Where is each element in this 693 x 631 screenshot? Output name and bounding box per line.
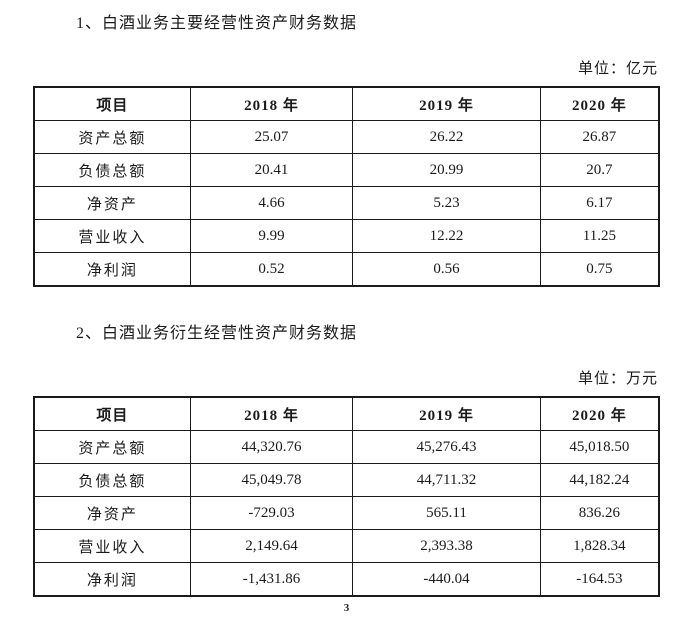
column-header-2020: 2020 年: [539, 396, 660, 431]
row-label: 资产总额: [33, 430, 191, 464]
cell-value: 9.99: [189, 219, 354, 253]
cell-value: -1,431.86: [189, 562, 354, 597]
cell-value: 12.22: [352, 219, 541, 253]
section-heading: 1、白酒业务主要经营性资产财务数据: [76, 15, 358, 32]
column-header-2020: 2020 年: [539, 86, 660, 121]
table-row-net-assets: 净资产 -729.03 565.11 836.26: [33, 496, 660, 530]
table-row-operating-revenue: 营业收入 9.99 12.22 11.25: [33, 219, 660, 253]
cell-value: 1,828.34: [539, 529, 660, 563]
cell-value: 20.99: [352, 153, 541, 187]
table-header-row: 项目 2018 年 2019 年 2020 年: [33, 86, 660, 121]
section-baijiu-derived-assets: 2、白酒业务衍生经营性资产财务数据 单位：万元 项目 2018 年 2019 年…: [33, 323, 660, 597]
cell-value: 2,393.38: [352, 529, 541, 563]
cell-value: 4.66: [189, 186, 354, 220]
cell-value: 836.26: [539, 496, 660, 530]
cell-value: 26.22: [352, 120, 541, 154]
cell-value: 45,049.78: [189, 463, 354, 497]
column-header-item: 项目: [33, 86, 191, 121]
cell-value: 44,711.32: [352, 463, 541, 497]
row-label: 营业收入: [33, 219, 191, 253]
page-number: 3: [343, 602, 350, 614]
row-label: 净利润: [33, 562, 191, 597]
table-row-total-assets: 资产总额 44,320.76 45,276.43 45,018.50: [33, 430, 660, 464]
column-header-item: 项目: [33, 396, 191, 431]
column-header-2018: 2018 年: [189, 86, 354, 121]
cell-value: 44,182.24: [539, 463, 660, 497]
financial-table-2: 项目 2018 年 2019 年 2020 年 资产总额 44,320.76 4…: [33, 396, 660, 597]
row-label: 营业收入: [33, 529, 191, 563]
row-label: 净资产: [33, 496, 191, 530]
column-header-2019: 2019 年: [352, 86, 541, 121]
cell-value: 0.75: [539, 252, 660, 287]
financial-table-1: 项目 2018 年 2019 年 2020 年 资产总额 25.07 26.22…: [33, 86, 660, 287]
column-header-2018: 2018 年: [189, 396, 354, 431]
cell-value: 6.17: [539, 186, 660, 220]
cell-value: 2,149.64: [189, 529, 354, 563]
table-row-operating-revenue: 营业收入 2,149.64 2,393.38 1,828.34: [33, 529, 660, 563]
table-row-net-assets: 净资产 4.66 5.23 6.17: [33, 186, 660, 220]
row-label: 资产总额: [33, 120, 191, 154]
row-label: 负债总额: [33, 463, 191, 497]
table-row-net-profit: 净利润 0.52 0.56 0.75: [33, 252, 660, 287]
cell-value: -164.53: [539, 562, 660, 597]
row-label: 净资产: [33, 186, 191, 220]
page-footer: 3: [33, 602, 660, 614]
cell-value: -729.03: [189, 496, 354, 530]
cell-value: -440.04: [352, 562, 541, 597]
table-row-total-assets: 资产总额 25.07 26.22 26.87: [33, 120, 660, 154]
cell-value: 0.56: [352, 252, 541, 287]
row-label: 负债总额: [33, 153, 191, 187]
cell-value: 45,018.50: [539, 430, 660, 464]
cell-value: 20.7: [539, 153, 660, 187]
cell-value: 20.41: [189, 153, 354, 187]
unit-label: 单位：亿元: [577, 61, 658, 77]
section-baijiu-main-assets: 1、白酒业务主要经营性资产财务数据 单位：亿元 项目 2018 年 2019 年…: [33, 13, 660, 287]
table-row-total-liabilities: 负债总额 20.41 20.99 20.7: [33, 153, 660, 187]
cell-value: 11.25: [539, 219, 660, 253]
cell-value: 44,320.76: [189, 430, 354, 464]
cell-value: 45,276.43: [352, 430, 541, 464]
cell-value: 5.23: [352, 186, 541, 220]
table-row-net-profit: 净利润 -1,431.86 -440.04 -164.53: [33, 562, 660, 597]
cell-value: 26.87: [539, 120, 660, 154]
cell-value: 25.07: [189, 120, 354, 154]
row-label: 净利润: [33, 252, 191, 287]
cell-value: 0.52: [189, 252, 354, 287]
unit-label: 单位：万元: [577, 371, 658, 387]
table-row-total-liabilities: 负债总额 45,049.78 44,711.32 44,182.24: [33, 463, 660, 497]
cell-value: 565.11: [352, 496, 541, 530]
section-heading: 2、白酒业务衍生经营性资产财务数据: [76, 325, 358, 342]
table-header-row: 项目 2018 年 2019 年 2020 年: [33, 396, 660, 431]
column-header-2019: 2019 年: [352, 396, 541, 431]
